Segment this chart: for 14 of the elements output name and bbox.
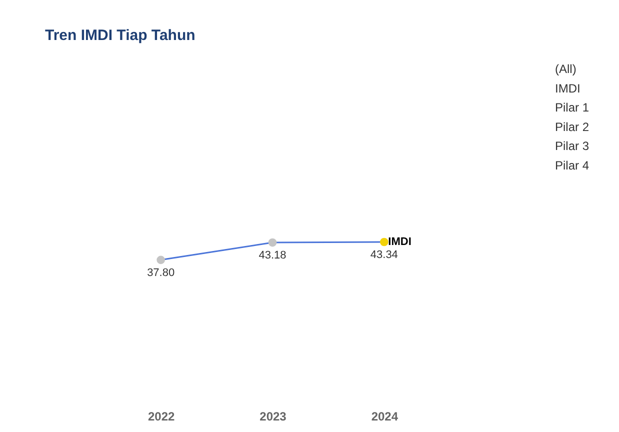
text: Pilar 1 (555, 100, 590, 115)
series-label: IMDI (388, 236, 412, 248)
x-tick-label: 2022 (148, 410, 176, 424)
chart-title: Tren IMDI Tiap Tahun (45, 27, 196, 44)
data-label: 37.80 (147, 266, 175, 279)
text: Pilar 2 (555, 120, 590, 134)
data-label: 43.34 (370, 249, 398, 261)
x-tick-label: 2023 (260, 410, 287, 424)
text: (All) (555, 62, 576, 76)
text: Pilar 3 (555, 139, 590, 154)
text: IMDI (555, 81, 580, 96)
x-tick-label: 2024 (371, 410, 398, 424)
text: Pilar 4 (555, 158, 590, 172)
data-label: 43.18 (258, 250, 286, 262)
